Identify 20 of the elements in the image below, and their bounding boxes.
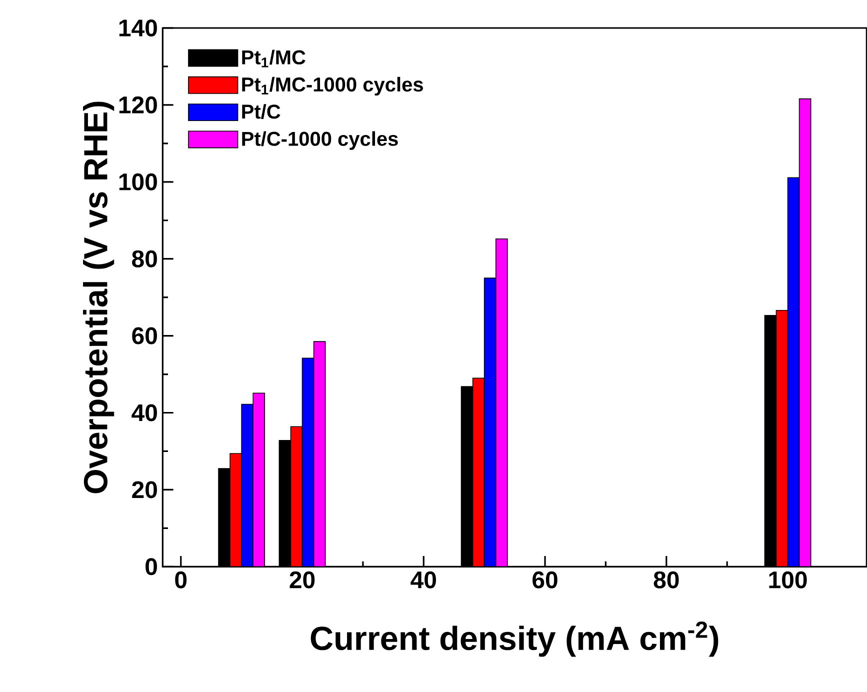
y-tick-label: 40 xyxy=(132,404,157,422)
x-tick-label: 20 xyxy=(290,571,315,588)
legend-label: Pt/C xyxy=(242,104,280,119)
legend-label: Pt$_{1}$/MC-1000 cycles xyxy=(242,76,423,96)
y-axis-title: Overpotential (V vs RHE) xyxy=(83,102,114,494)
x-axis-title: Current density (mA cm$^{-2}$) xyxy=(310,622,718,657)
y-tick-label: 100 xyxy=(119,173,157,190)
y-tick-label: 20 xyxy=(132,481,157,498)
x-tick-label: 40 xyxy=(410,571,436,588)
legend-label: Pt$_{1}$/MC xyxy=(242,50,306,68)
x-tick-label: 80 xyxy=(654,571,679,588)
y-tick-label: 140 xyxy=(119,19,157,36)
legend-label: Pt/C-1000 cycles xyxy=(242,131,398,150)
y-tick-label: 80 xyxy=(132,250,157,268)
y-tick-label: 60 xyxy=(132,327,157,344)
y-tick-label: 120 xyxy=(119,96,157,114)
y-tick-label: 0 xyxy=(146,558,157,576)
x-tick-label: 100 xyxy=(769,571,807,588)
x-tick-label: 60 xyxy=(532,571,558,588)
x-tick-label: 0 xyxy=(175,571,187,588)
